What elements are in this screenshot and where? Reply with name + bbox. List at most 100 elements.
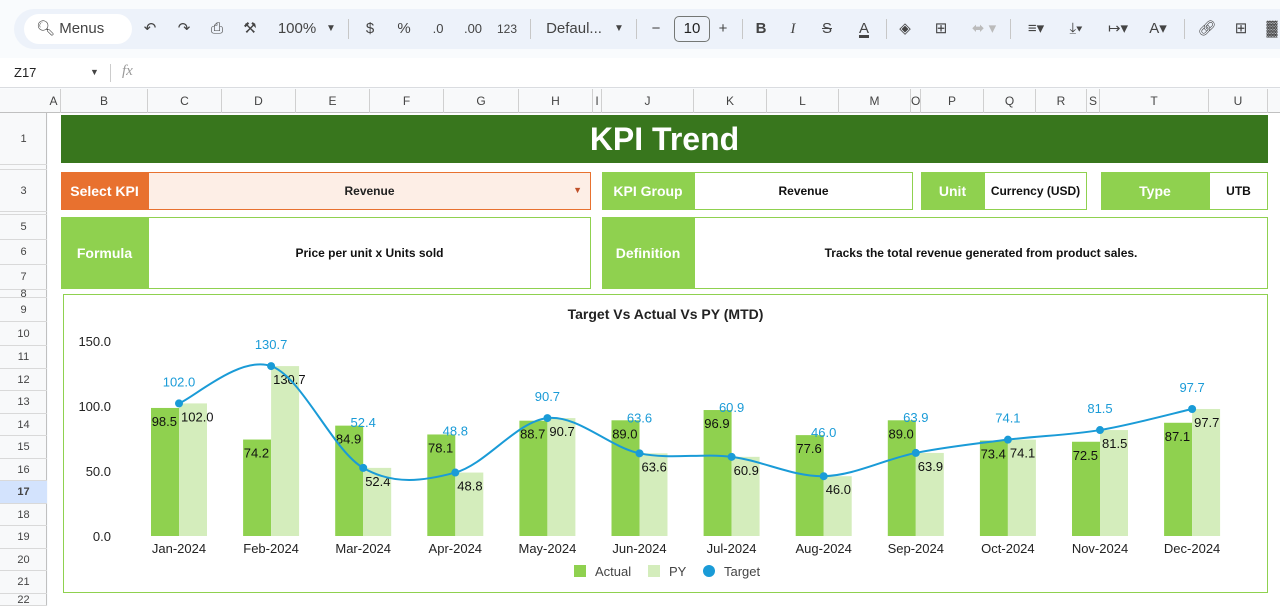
font-select[interactable]: Defaul...	[546, 20, 602, 37]
menus-search[interactable]: 🔍︎ Menus	[24, 14, 132, 44]
chevron-down-icon[interactable]: ▼	[90, 67, 99, 77]
vertical-align-icon[interactable]: ⤓▾	[1069, 20, 1083, 37]
decrease-decimal-button[interactable]: .0	[432, 21, 444, 36]
x-tick-label: Sep-2024	[888, 541, 944, 556]
unit-label: Unit	[921, 172, 984, 210]
column-header[interactable]: K	[694, 89, 767, 113]
row-header[interactable]: 1	[0, 113, 47, 165]
row-header[interactable]: 14	[0, 414, 47, 436]
type-label: Type	[1101, 172, 1209, 210]
toolbar: 🔍︎ Menus ↶ ↷ ⎙ ⚒ 100% ▼ $ % .0 .00 123 D…	[14, 9, 1280, 49]
column-header[interactable]: E	[296, 89, 370, 113]
column-header[interactable]: S	[1087, 89, 1100, 113]
row-header[interactable]: 19	[0, 526, 47, 549]
chevron-down-icon[interactable]: ▼	[326, 23, 336, 34]
print-icon[interactable]: ⎙	[210, 20, 223, 37]
data-label-target: 74.1	[995, 411, 1020, 426]
row-header[interactable]: 18	[0, 504, 47, 526]
target-point	[635, 449, 644, 458]
data-label-actual: 78.1	[428, 440, 453, 455]
name-box[interactable]: Z17	[14, 65, 37, 80]
bar-actual	[151, 407, 179, 536]
column-header[interactable]: P	[921, 89, 984, 113]
row-header[interactable]: 2	[0, 165, 47, 170]
percent-button[interactable]: %	[397, 20, 411, 37]
chevron-down-icon[interactable]: ▼	[614, 23, 624, 34]
increase-font-size-button[interactable]: +	[718, 20, 728, 37]
definition-label: Definition	[602, 217, 694, 289]
row-header[interactable]: 6	[0, 240, 47, 265]
column-header[interactable]: B	[61, 89, 148, 113]
column-header[interactable]: U	[1209, 89, 1268, 113]
column-header[interactable]: H	[519, 89, 593, 113]
x-tick-label: Feb-2024	[243, 541, 299, 556]
comment-icon[interactable]: ⊞	[1234, 20, 1248, 37]
row-header[interactable]: 3	[0, 170, 47, 212]
row-header[interactable]: 21	[0, 571, 47, 594]
column-header[interactable]: G	[444, 89, 519, 113]
row-header[interactable]: 12	[0, 369, 47, 391]
column-header[interactable]: L	[767, 89, 839, 113]
currency-button[interactable]: $	[365, 20, 375, 37]
bar-py	[1192, 408, 1221, 536]
column-header[interactable]: C	[148, 89, 222, 113]
zoom-select[interactable]: 100%	[277, 20, 317, 37]
row-header[interactable]: 15	[0, 436, 47, 459]
column-header[interactable]: R	[1036, 89, 1087, 113]
undo-icon[interactable]: ↶	[143, 20, 157, 37]
link-icon[interactable]: 🔗︎	[1197, 20, 1217, 37]
column-header[interactable]: M	[839, 89, 911, 113]
column-header[interactable]: A	[47, 89, 61, 113]
paint-format-icon[interactable]: ⚒	[243, 20, 257, 37]
row-header[interactable]: 4	[0, 212, 47, 215]
row-header[interactable]: 10	[0, 322, 47, 346]
row-header[interactable]: 7	[0, 265, 47, 290]
italic-button[interactable]: I	[790, 21, 796, 37]
x-tick-label: May-2024	[518, 541, 576, 556]
column-header[interactable]: J	[602, 89, 694, 113]
column-header[interactable]: D	[222, 89, 296, 113]
dashboard-title: KPI Trend	[61, 115, 1268, 163]
column-header[interactable]: Q	[984, 89, 1036, 113]
bar-actual	[703, 410, 732, 536]
row-header[interactable]: 16	[0, 459, 47, 481]
column-header[interactable]: I	[593, 89, 602, 113]
row-header[interactable]: 8	[0, 289, 47, 300]
bold-button[interactable]: B	[755, 20, 767, 37]
y-tick-label: 50.0	[86, 464, 111, 479]
bar-py	[547, 418, 576, 536]
legend-swatch-py	[648, 565, 660, 577]
row-header[interactable]: 5	[0, 215, 47, 240]
row-header[interactable]: 11	[0, 346, 47, 369]
data-label-target: 63.6	[627, 410, 652, 425]
fill-color-icon[interactable]: ◈	[899, 20, 911, 37]
redo-icon[interactable]: ↷	[177, 20, 191, 37]
column-header[interactable]: O	[911, 89, 921, 113]
column-header[interactable]: T	[1100, 89, 1209, 113]
data-label-target: 90.7	[535, 389, 560, 404]
dropdown-arrow-icon[interactable]: ▼	[573, 185, 582, 195]
legend-swatch-target	[703, 565, 715, 577]
type-value: UTB	[1209, 172, 1268, 210]
legend-label-target: Target	[724, 564, 761, 579]
increase-decimal-button[interactable]: .00	[463, 21, 483, 36]
row-header[interactable]: 20	[0, 549, 47, 571]
borders-icon[interactable]: ⊞	[934, 20, 948, 37]
decrease-font-size-button[interactable]: −	[651, 20, 661, 37]
text-rotation-icon[interactable]: A▾	[1149, 20, 1167, 37]
font-size-input[interactable]: 10	[674, 16, 710, 42]
text-color-button[interactable]: A	[858, 20, 869, 37]
strikethrough-icon[interactable]: S	[821, 20, 832, 37]
data-label-actual: 98.5	[152, 414, 177, 429]
number-format-button[interactable]: 123	[496, 22, 518, 36]
column-header[interactable]: F	[370, 89, 444, 113]
target-point	[1096, 426, 1104, 435]
chart-icon[interactable]: ▓	[1266, 20, 1278, 37]
select-kpi-dropdown[interactable]: Revenue ▼	[148, 172, 591, 210]
align-icon[interactable]: ≡▾	[1027, 20, 1045, 37]
row-header[interactable]: 9	[0, 298, 47, 322]
row-header[interactable]: 17	[0, 481, 47, 504]
merge-cells-icon[interactable]: ⬌ ▾	[971, 20, 997, 37]
text-wrap-icon[interactable]: ↦▾	[1107, 20, 1129, 37]
row-header[interactable]: 13	[0, 391, 47, 414]
